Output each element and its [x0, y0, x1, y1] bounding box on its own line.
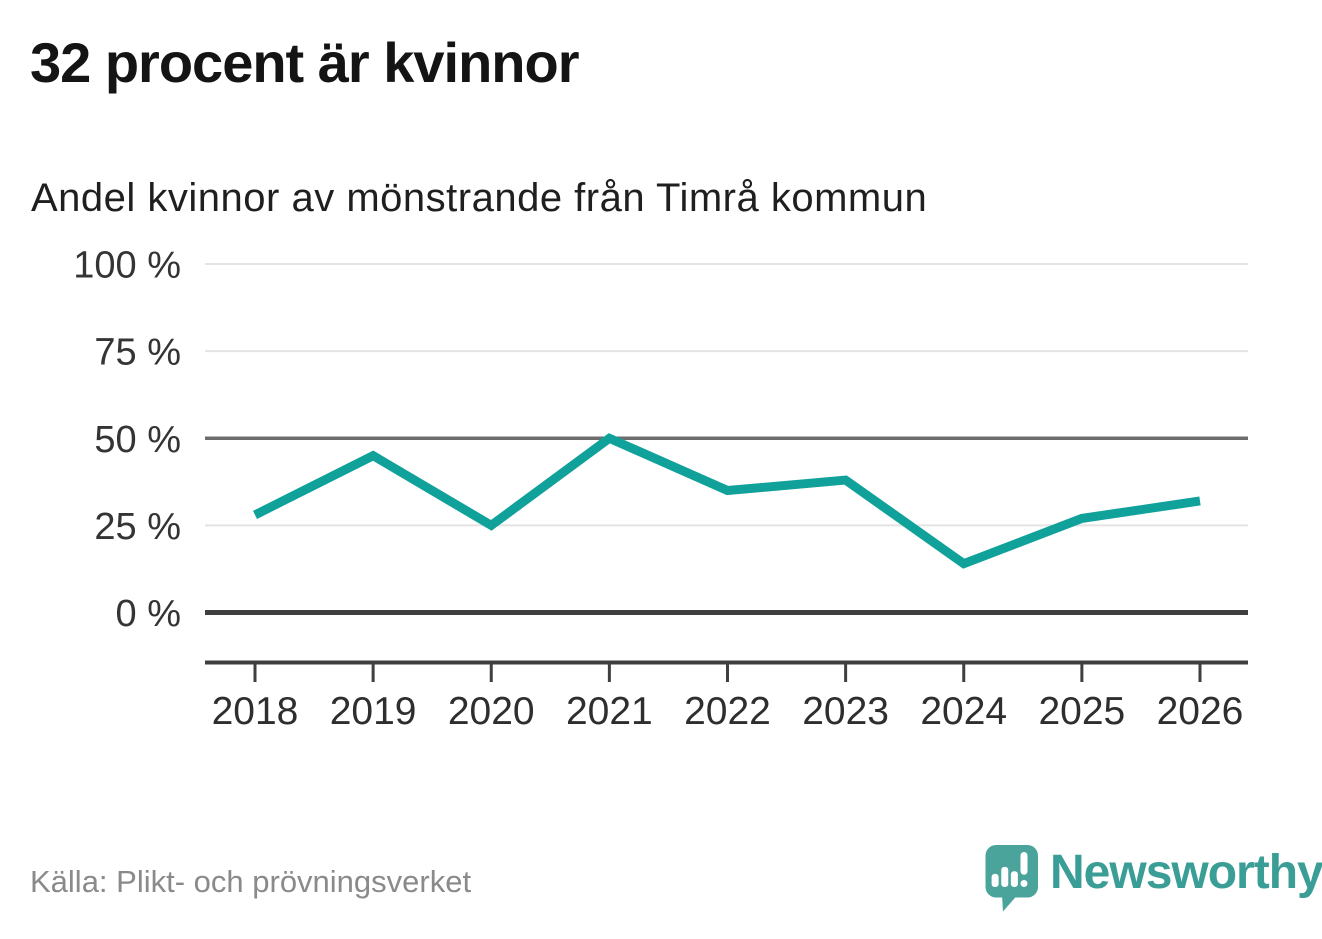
x-axis-tick-label: 2019 [330, 690, 417, 733]
source-note: Källa: Plikt- och prövningsverket [30, 864, 472, 899]
x-axis-tick-label: 2026 [1157, 690, 1244, 733]
chart-title: 32 procent är kvinnor [30, 31, 580, 94]
x-axis-tick-label: 2024 [920, 690, 1007, 733]
brand-name: Newsworthy [1050, 846, 1322, 899]
y-axis-tick-label: 0 % [116, 593, 181, 635]
brand-logo: Newsworthy [982, 843, 1322, 917]
x-axis-tick-label: 2018 [212, 690, 299, 733]
line-chart: 0 % 25 % 50 % 75 % 100 % 2018 2019 2020 2021 2022… [73, 245, 1248, 733]
chart-subtitle: Andel kvinnor av mönstrande från Timrå k… [31, 176, 928, 220]
x-axis-tick-label: 2023 [802, 690, 889, 733]
data-line-series [252, 433, 1201, 569]
y-axis-tick-label: 25 % [94, 506, 181, 548]
x-axis-tick-label: 2025 [1038, 690, 1125, 733]
bar-chart-speech-bubble-icon [985, 845, 1038, 912]
y-axis-tick-label: 75 % [94, 332, 181, 374]
x-axis-tick-label: 2020 [448, 690, 535, 733]
x-axis-tick-label: 2021 [566, 690, 653, 733]
y-axis-tick-label: 100 % [73, 245, 181, 287]
x-axis-tick-label: 2022 [684, 690, 771, 733]
y-axis-tick-label: 50 % [94, 419, 181, 461]
